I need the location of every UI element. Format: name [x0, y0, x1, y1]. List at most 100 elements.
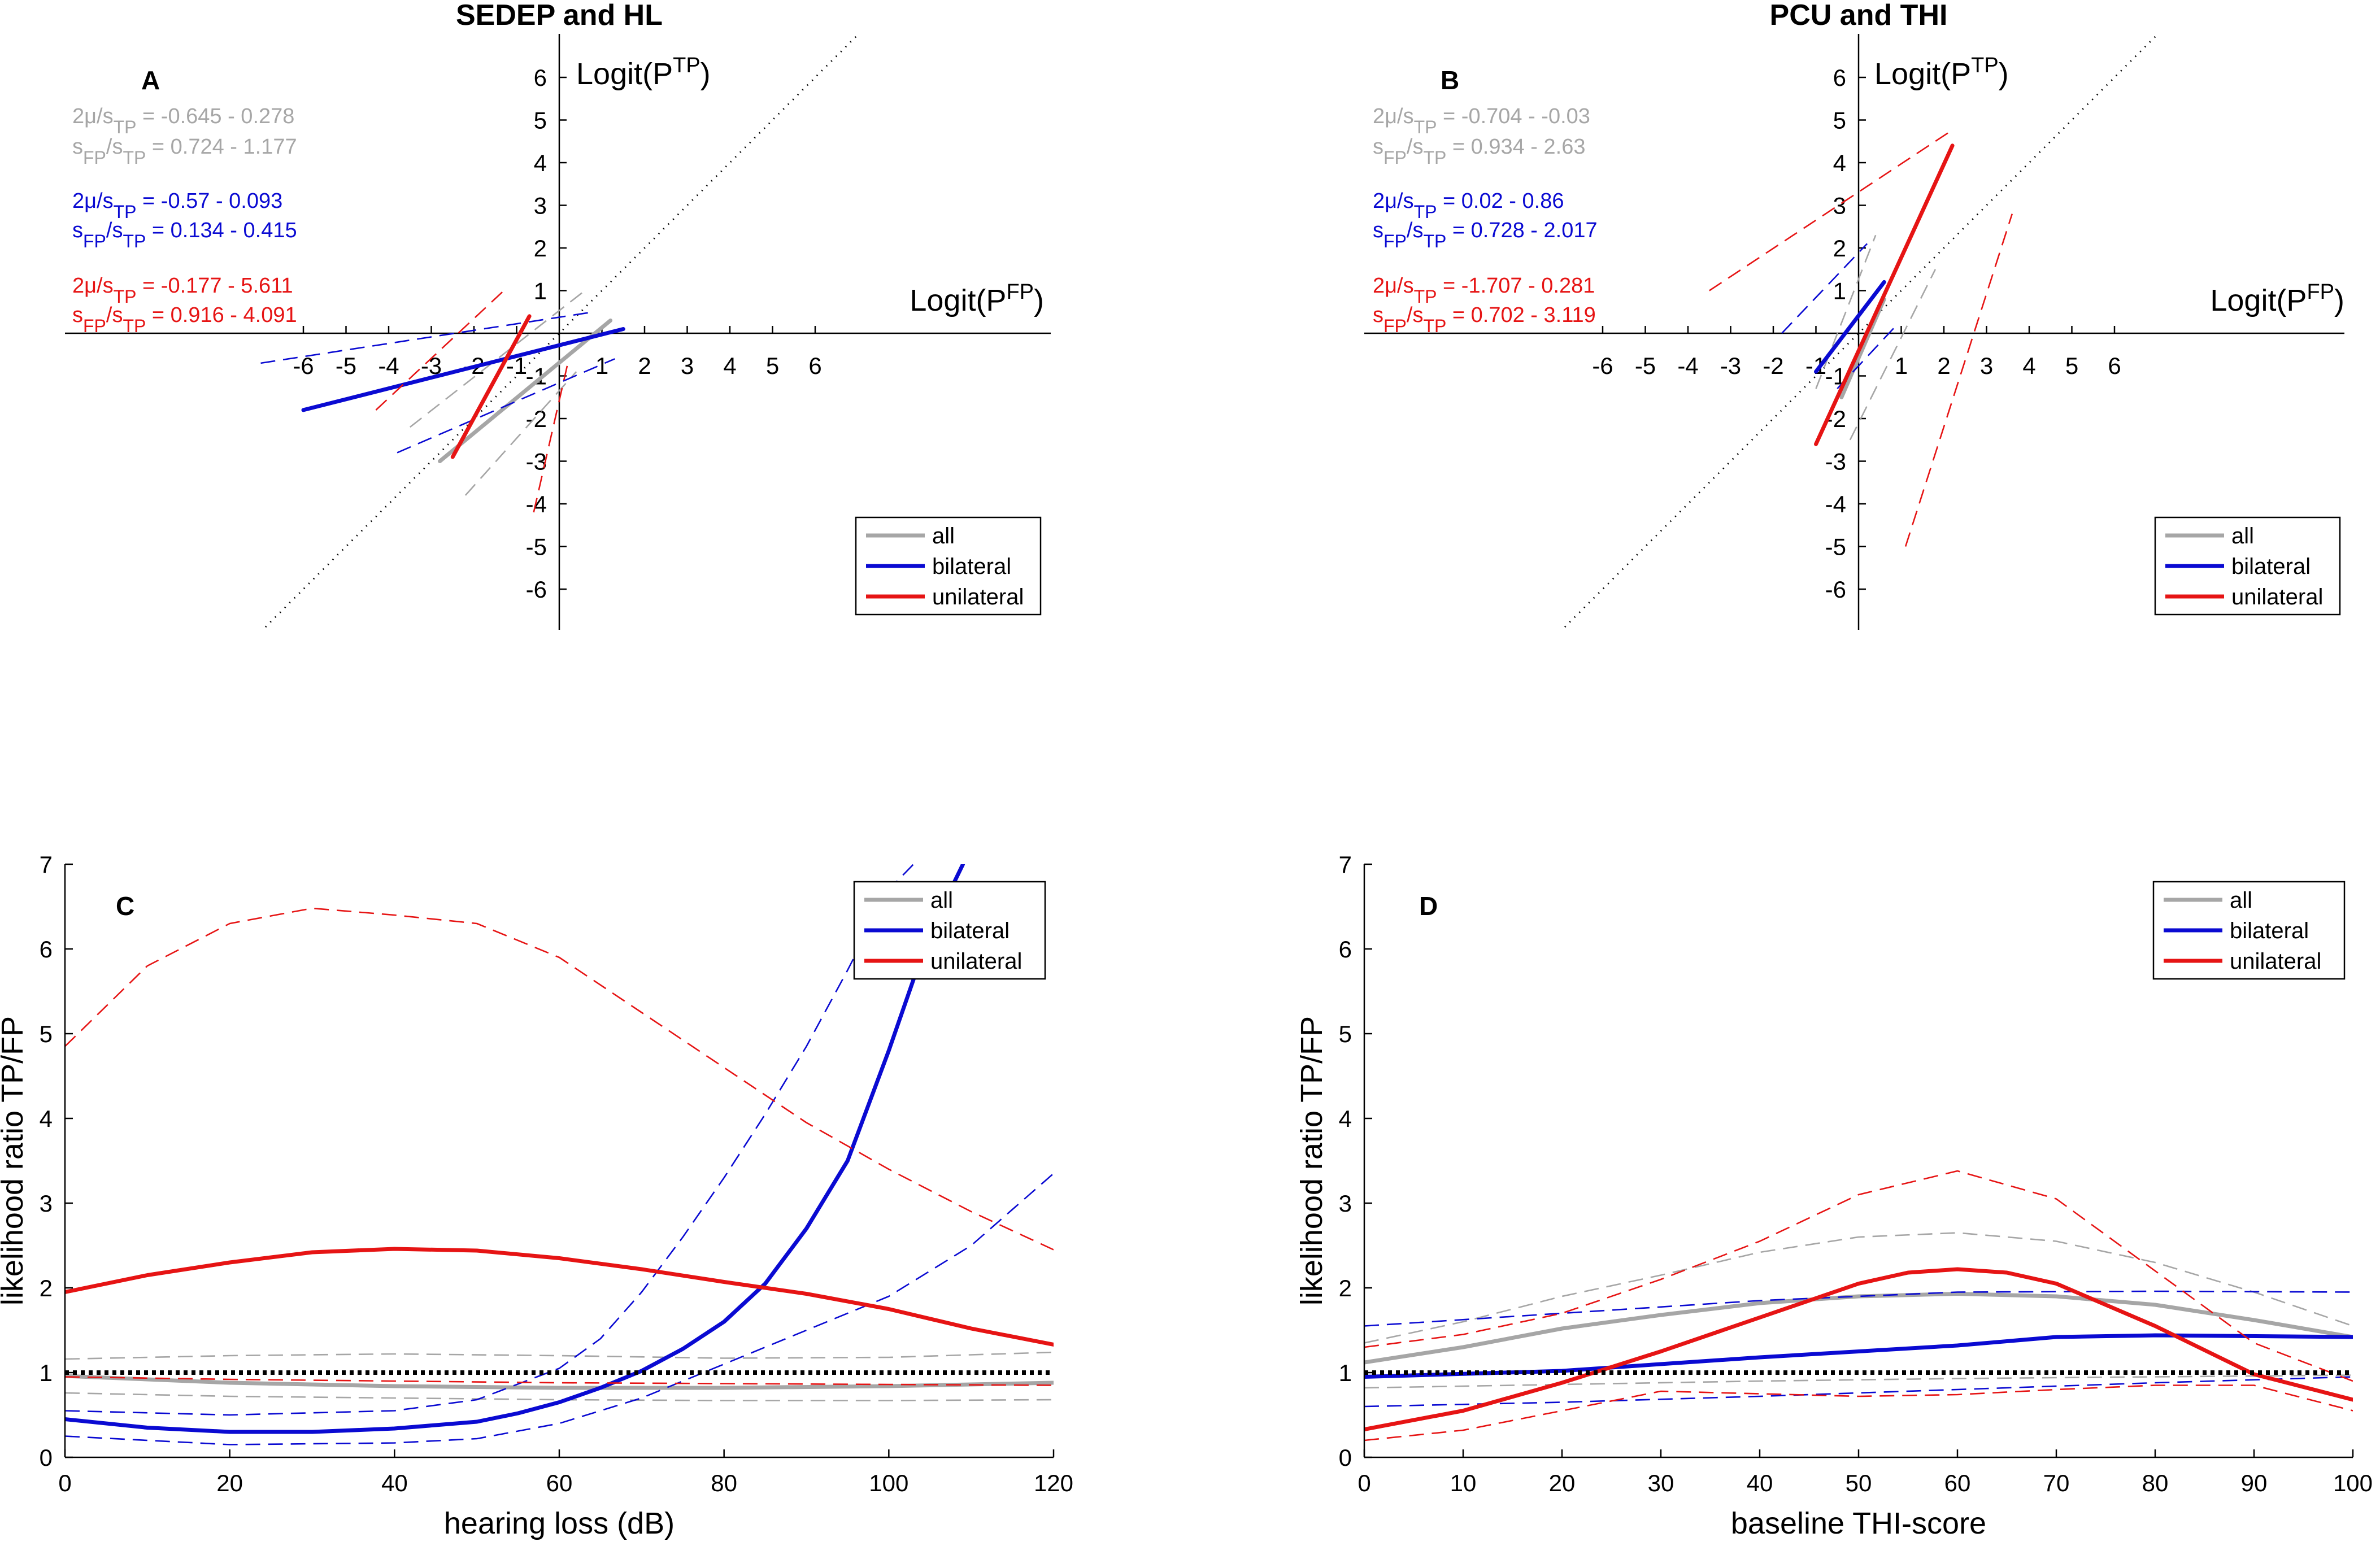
x-axis-label-close: )	[2334, 284, 2344, 317]
series-all-upper-ci	[1364, 1232, 2353, 1344]
x-tick-label: 0	[1357, 1470, 1370, 1496]
x-tick-label: 2	[1937, 352, 1950, 379]
x-tick-label: 3	[1980, 352, 1993, 379]
stat-value: = 0.02 - 0.86	[1437, 189, 1564, 213]
x-axis-label: baseline THI-score	[1731, 1506, 1986, 1540]
y-tick-label: 6	[1339, 936, 1352, 963]
stat-text: s	[72, 303, 83, 327]
y-tick-label: 6	[40, 936, 53, 963]
x-axis-label: hearing loss (dB)	[444, 1506, 675, 1540]
y-axis-label-main: Logit(P	[1874, 57, 1971, 91]
x-tick-label: 1	[1895, 352, 1908, 379]
x-tick-label: 80	[711, 1470, 737, 1496]
stat-text: s	[1373, 135, 1383, 159]
plot-series	[65, 864, 1054, 1445]
plot-series	[1364, 1170, 2353, 1442]
x-tick-label: 70	[2043, 1470, 2070, 1496]
stat-value: = -0.704 - -0.03	[1437, 104, 1590, 128]
y-tick-label: 2	[40, 1275, 53, 1301]
y-tick-label: 7	[40, 851, 53, 878]
series-all-lower-ci	[65, 1392, 1054, 1401]
x-tick-label: 60	[546, 1470, 573, 1496]
stat-all-mu: 2μ/sTP = -0.645 - 0.278	[72, 104, 294, 137]
series-bilateral	[301, 327, 625, 412]
x-tick-label: 1	[595, 352, 608, 379]
series-unilateral	[65, 1247, 1054, 1347]
stat-value: = 0.934 - 2.63	[1446, 135, 1585, 159]
series-bilateral-upper-ci	[1781, 243, 1868, 334]
series-unilateral-upper-ci	[1709, 132, 1949, 291]
x-axis-label-sup: FP	[2307, 280, 2334, 304]
legend-label-all: all	[2230, 888, 2252, 913]
x-tick-label: -5	[1635, 352, 1656, 379]
stat-sub: TP	[1423, 316, 1446, 336]
y-tick-label: 0	[40, 1444, 53, 1471]
y-axis-label-sup: TP	[673, 54, 700, 77]
stat-text: 2μ/s	[1373, 104, 1414, 128]
series-bilateral-upper-ci	[260, 311, 594, 364]
stat-unilateral-mu: 2μ/sTP = -1.707 - 0.281	[1373, 274, 1595, 307]
y-tick-label: 0	[1339, 1444, 1352, 1471]
stat-bilateral-mu: 2μ/sTP = -0.57 - 0.093	[72, 189, 282, 222]
stat-text: /s	[1407, 219, 1424, 242]
y-axis-label-close: )	[1999, 57, 2009, 91]
x-axis-label-main: Logit(P	[2210, 284, 2307, 317]
stat-sub: TP	[123, 316, 146, 336]
y-tick-label: 2	[1833, 235, 1846, 262]
stat-all-mu: 2μ/sTP = -0.704 - -0.03	[1373, 104, 1590, 137]
y-tick-label: 4	[1339, 1105, 1352, 1132]
stat-bilateral-ratio: sFP/sTP = 0.134 - 0.415	[72, 219, 297, 251]
x-tick-label: 5	[2065, 352, 2078, 379]
legend: all bilateral unilateral	[2154, 516, 2341, 616]
y-tick-label: 6	[534, 64, 547, 91]
stat-sub: TP	[1423, 147, 1446, 168]
y-tick-label: -3	[1825, 448, 1846, 475]
legend: all bilateral unilateral	[853, 881, 1046, 980]
y-tick-label: -5	[1825, 534, 1846, 560]
x-tick-label: 40	[1747, 1470, 1773, 1496]
legend-label-unilateral: unilateral	[932, 585, 1024, 609]
y-tick-label: -2	[526, 406, 547, 432]
series-unilateral-lower-ci	[65, 1376, 1054, 1386]
stat-text: 2μ/s	[72, 189, 114, 213]
x-tick-label: 20	[216, 1470, 243, 1496]
stat-text: /s	[106, 135, 123, 159]
y-tick-label: 3	[1339, 1190, 1352, 1217]
x-tick-label: 4	[723, 352, 736, 379]
x-axis-label-main: Logit(P	[910, 284, 1006, 317]
stat-bilateral-ratio: sFP/sTP = 0.728 - 2.017	[1373, 219, 1598, 251]
panel-label: B	[1441, 66, 1459, 95]
stat-value: = -1.707 - 0.281	[1437, 274, 1595, 298]
x-tick-label: -3	[1720, 352, 1741, 379]
y-tick-label: 3	[1833, 193, 1846, 219]
panel-label: A	[141, 66, 160, 95]
panel-title: SEDEP and HL	[456, 0, 663, 32]
panel-label: D	[1419, 891, 1438, 921]
stat-sub: FP	[1383, 231, 1407, 251]
series-bilateral-lower-ci	[65, 1173, 1054, 1445]
x-tick-label: -2	[1763, 352, 1783, 379]
stat-sub: FP	[1383, 147, 1407, 168]
stat-value: = 0.134 - 0.415	[146, 219, 297, 242]
stat-sub: FP	[1383, 316, 1407, 336]
y-tick-label: 5	[1339, 1021, 1352, 1047]
y-tick-label: 6	[1833, 64, 1846, 91]
legend-label-bilateral: bilateral	[2231, 554, 2311, 579]
y-tick-label: -5	[526, 534, 547, 560]
y-axis-label: likelihood ratio TP/FP	[1295, 1016, 1329, 1305]
stat-text: s	[1373, 219, 1383, 242]
y-axis-label-close: )	[700, 57, 711, 91]
stat-sub: TP	[123, 147, 146, 168]
stat-text: 2μ/s	[1373, 274, 1414, 298]
y-tick-label: 1	[1833, 278, 1846, 304]
x-tick-label: 4	[2022, 352, 2035, 379]
series-bilateral-lower-ci	[397, 358, 615, 454]
x-tick-label: 40	[381, 1470, 408, 1496]
x-tick-label: 5	[766, 352, 779, 379]
series-all-upper-ci	[1815, 234, 1877, 389]
panel-C: 0 20 40 60 80 100 120 0 1 2 3 4 5 6 7 hearing loss (dB)…	[0, 851, 1073, 1540]
series-bilateral-upper-ci	[65, 864, 915, 1416]
y-tick-label: 5	[534, 107, 547, 134]
